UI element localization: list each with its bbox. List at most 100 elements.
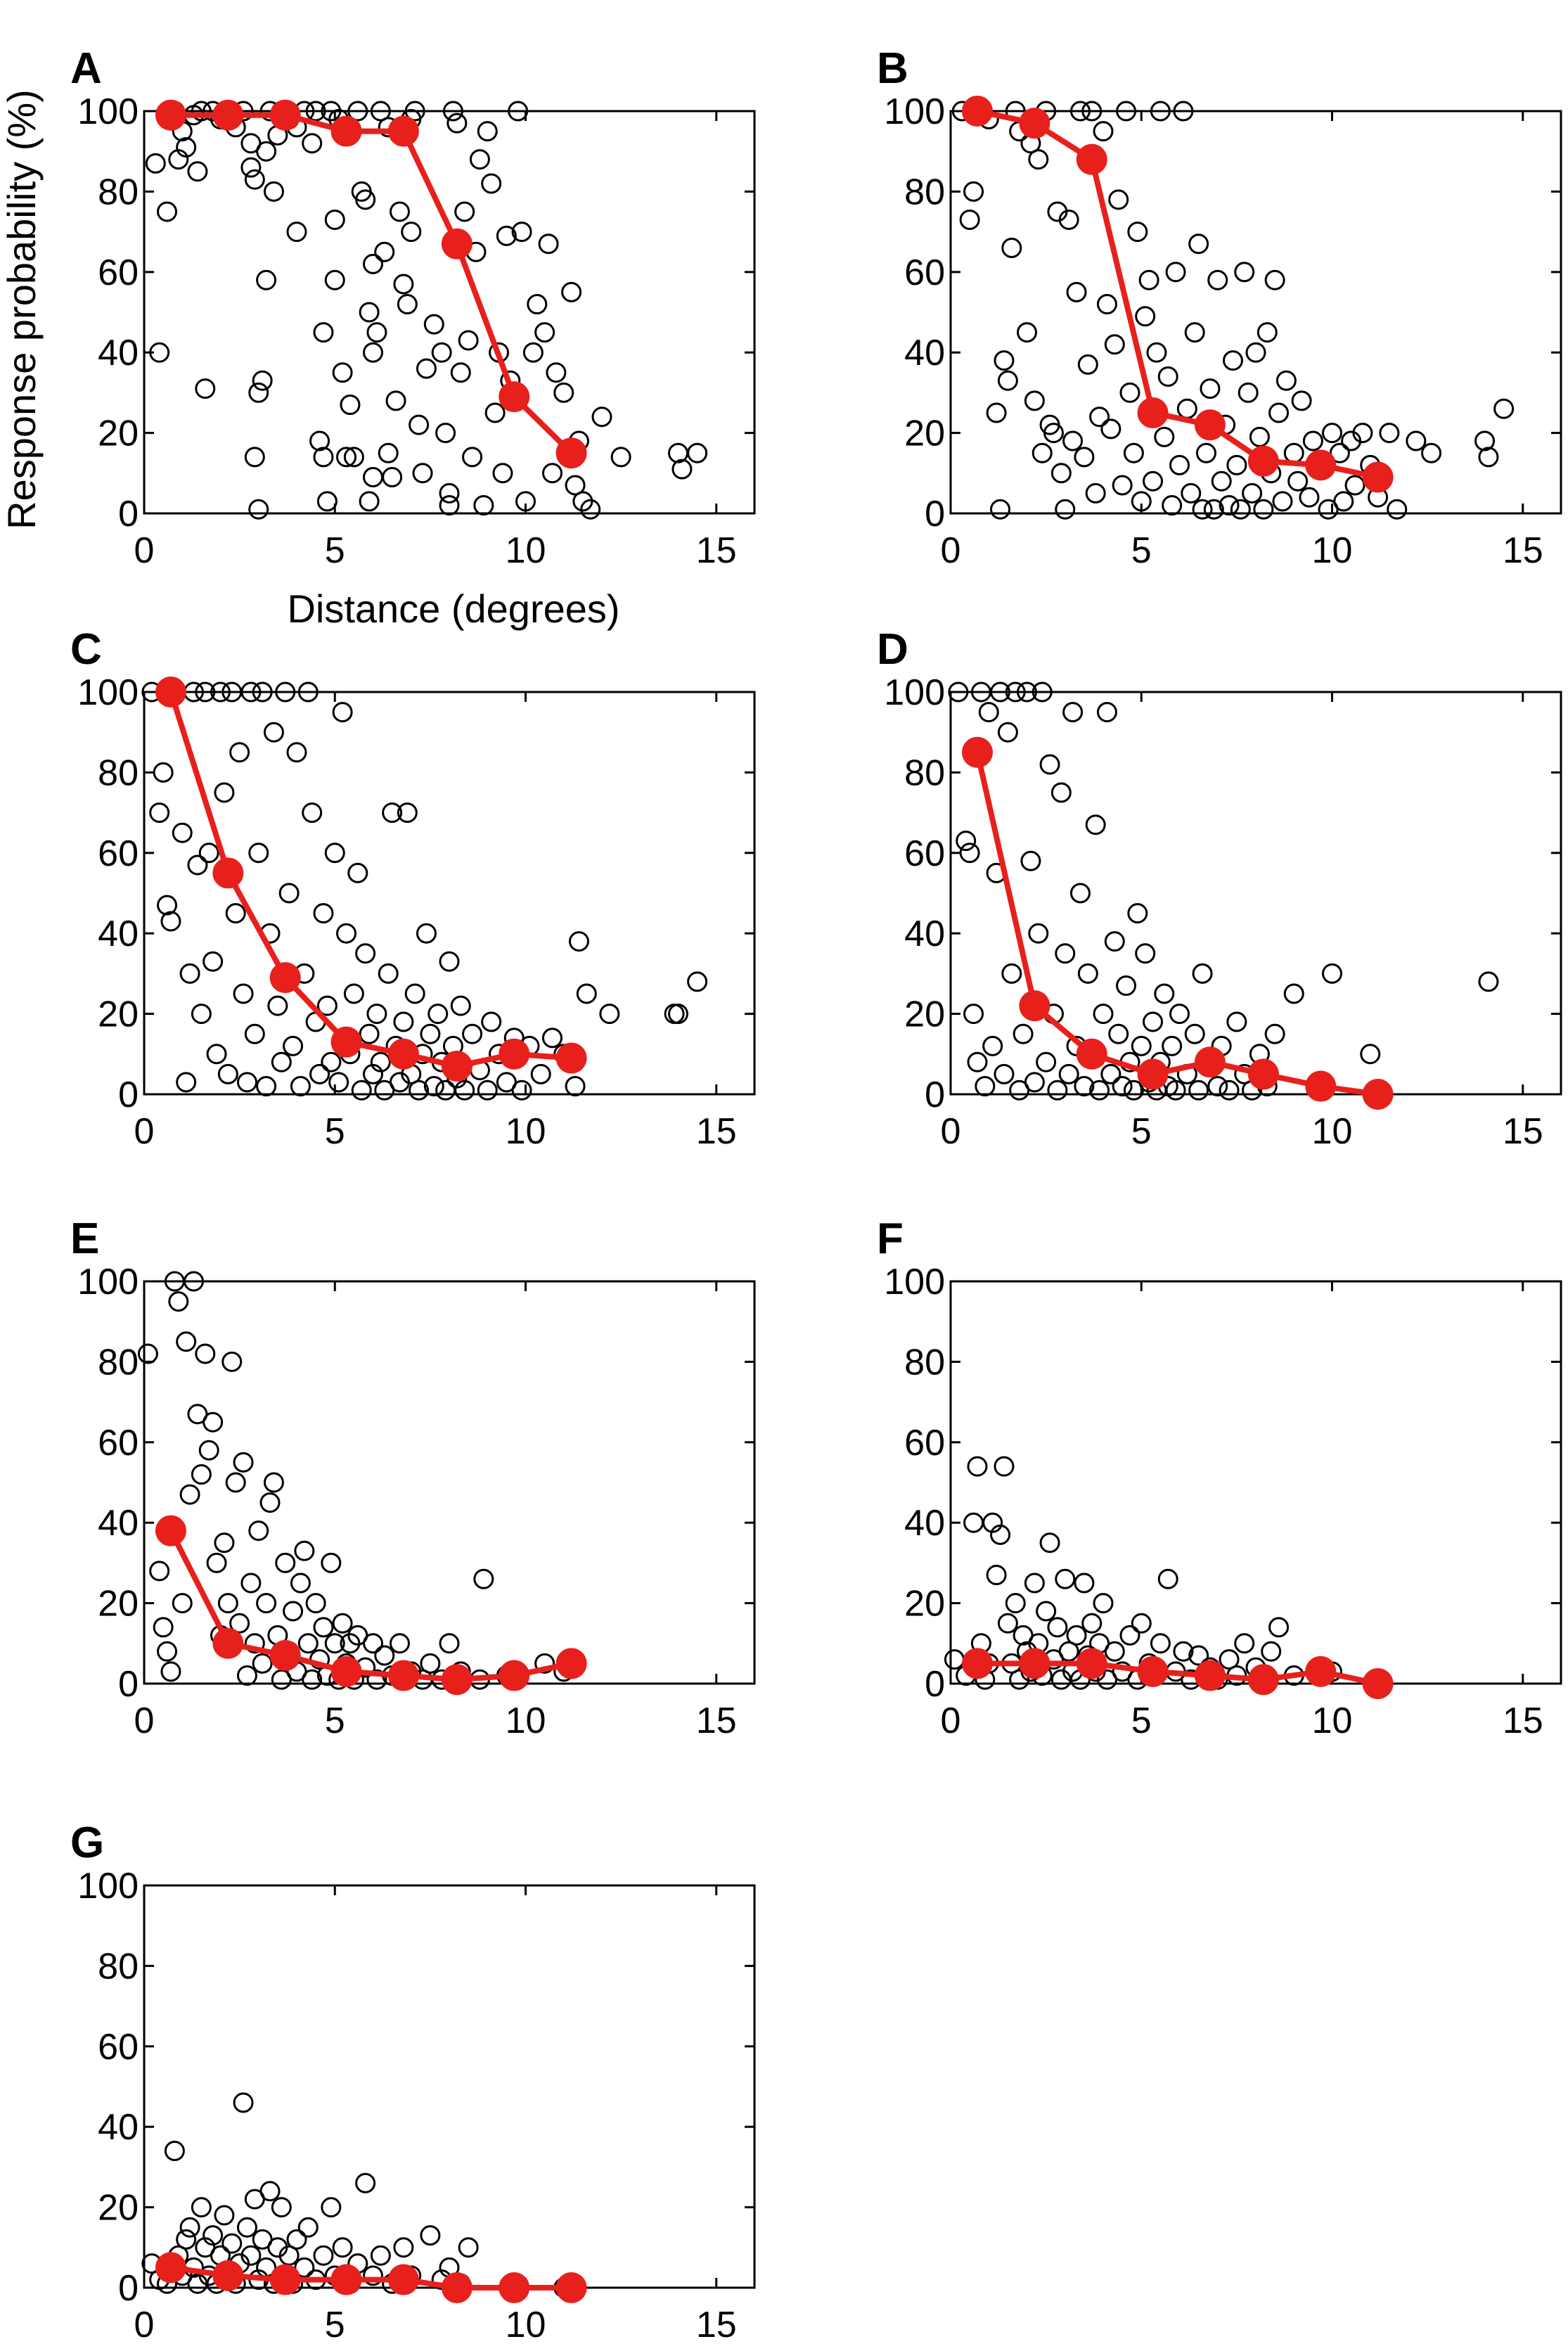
panel-c-mean-point bbox=[441, 1050, 473, 1082]
panel-e-data-point bbox=[439, 1633, 460, 1654]
panel-a-data-point bbox=[355, 189, 376, 210]
panel-b-data-point bbox=[1299, 487, 1320, 508]
panel-a-data-point bbox=[256, 141, 277, 162]
panel-a-mean-point bbox=[555, 437, 587, 469]
panel-g-data-point bbox=[321, 2197, 342, 2218]
panel-c-ytick-label: 0 bbox=[118, 1075, 139, 1115]
panel-e-mean-point bbox=[330, 1655, 362, 1687]
panel-g-data-point bbox=[286, 2229, 307, 2250]
panel-e-data-point bbox=[283, 1601, 304, 1622]
panel-b-data-point bbox=[1242, 482, 1263, 504]
panel-a-mean-point bbox=[330, 115, 362, 147]
panel-e-xtick-label: 10 bbox=[506, 1700, 546, 1741]
panel-f-data-point bbox=[994, 1456, 1015, 1477]
panel-e-ytick-label: 0 bbox=[118, 1664, 139, 1705]
panel-c-data-point bbox=[568, 931, 589, 952]
panel-g-ytick-label: 80 bbox=[98, 1946, 139, 1987]
panel-d-mean-point bbox=[1247, 1058, 1279, 1090]
panel-c-data-point bbox=[233, 983, 254, 1004]
panel-d-scatter-points bbox=[948, 681, 1499, 1101]
figure-y-axis-label: Response probability (%) bbox=[0, 89, 44, 530]
panel-g-ytick-label: 40 bbox=[98, 2107, 139, 2148]
panel-d-data-point bbox=[956, 831, 977, 852]
panel-d-xtick-label: 15 bbox=[1503, 1111, 1543, 1152]
panel-g-mean-point bbox=[387, 2264, 419, 2295]
panel-c-data-point bbox=[176, 1072, 197, 1093]
panel-a-data-point bbox=[340, 395, 361, 416]
panel-d-ytick-label: 60 bbox=[904, 833, 945, 874]
panel-b-data-point bbox=[1032, 442, 1053, 463]
panel-g-data-point bbox=[240, 2245, 262, 2266]
panel-a-data-point bbox=[412, 463, 433, 484]
panel-c-scatter-points bbox=[141, 681, 708, 1101]
panel-f-xtick-label: 15 bbox=[1503, 1700, 1543, 1741]
panel-a-data-point bbox=[305, 101, 326, 122]
panel-c-data-point bbox=[382, 802, 403, 824]
panel-f-data-point bbox=[967, 1456, 988, 1477]
panel-a-data-point bbox=[149, 342, 170, 363]
panel-f-data-point bbox=[1219, 1649, 1240, 1670]
panel-d-data-point bbox=[959, 843, 980, 864]
panel-a-data-point bbox=[534, 322, 555, 343]
panel-a-data-point bbox=[439, 495, 460, 516]
panel-d-data-point bbox=[1322, 963, 1342, 984]
panel-e-data-point bbox=[263, 1472, 284, 1493]
panel-d-data-point bbox=[1039, 754, 1060, 775]
panel-f-mean-point bbox=[961, 1648, 993, 1679]
panel-c-data-point bbox=[195, 681, 216, 703]
panel-a-data-point bbox=[435, 423, 456, 444]
panel-g-data-point bbox=[370, 2245, 391, 2266]
panel-e-data-point bbox=[137, 1343, 158, 1364]
panel-a-data-point bbox=[538, 233, 559, 255]
panel-b-data-point bbox=[1069, 101, 1091, 122]
panel-g-xtick-label: 15 bbox=[696, 2305, 737, 2345]
panel-e-data-point bbox=[195, 1343, 216, 1364]
panel-a-data-point bbox=[313, 447, 334, 468]
panel-b-data-point bbox=[1207, 269, 1228, 290]
panel-a-data-point bbox=[473, 495, 494, 516]
panel-a-data-point bbox=[302, 133, 323, 154]
panel-c-data-point bbox=[351, 1080, 372, 1101]
panel-d-mean-point bbox=[1076, 1038, 1107, 1070]
panel-b-data-point bbox=[1093, 121, 1114, 142]
panel-b-data-point bbox=[1173, 101, 1194, 122]
panel-b-data-point bbox=[963, 181, 984, 202]
panel-b-data-point bbox=[1226, 454, 1247, 475]
panel-f-data-point bbox=[1005, 1593, 1026, 1614]
panel-d-data-point bbox=[1020, 850, 1041, 871]
panel-c-data-point bbox=[462, 1023, 483, 1044]
panel-f-data-point bbox=[1066, 1625, 1087, 1646]
panel-d-data-point bbox=[1207, 1076, 1228, 1097]
panel-f-scatter-points bbox=[944, 1456, 1342, 1690]
panel-c-data-point bbox=[511, 1080, 532, 1101]
panel-e-xtick-label: 15 bbox=[696, 1700, 737, 1741]
panel-g-data-point bbox=[176, 2229, 197, 2250]
panel-b-data-point bbox=[1131, 491, 1152, 512]
panel-g-label: G bbox=[70, 1819, 104, 1867]
panel-c-data-point bbox=[203, 951, 224, 972]
panel-b-data-point bbox=[1154, 426, 1175, 447]
panel-d-mean-point bbox=[1019, 990, 1050, 1022]
panel-a-data-point bbox=[439, 482, 460, 504]
panel-c-data-point bbox=[206, 1044, 227, 1065]
panel-b-data-point bbox=[1150, 101, 1171, 122]
panel-b-data-point bbox=[986, 402, 1007, 423]
panel-d-data-point bbox=[1001, 963, 1022, 984]
panel-g-mean-point bbox=[499, 2272, 530, 2303]
panel-a-data-point bbox=[561, 281, 582, 302]
panel-b-data-point bbox=[1352, 423, 1373, 444]
panel-b-mean-point bbox=[1362, 461, 1394, 493]
panel-c-data-point bbox=[214, 782, 235, 803]
panel-b-data-point bbox=[1478, 447, 1499, 468]
panel-e-data-point bbox=[149, 1561, 170, 1582]
panel-d-data-point bbox=[994, 1063, 1015, 1084]
panel-f-mean-point bbox=[1305, 1655, 1337, 1687]
panel-c-data-point bbox=[416, 923, 437, 944]
panel-e-data-point bbox=[290, 1572, 311, 1594]
panel-c-data-point bbox=[393, 1011, 414, 1032]
panel-d-data-point bbox=[1100, 1063, 1122, 1084]
panel-b-mean-point bbox=[1305, 449, 1337, 481]
panel-a-data-point bbox=[469, 149, 490, 170]
panel-c-data-point bbox=[450, 995, 471, 1016]
figure-x-axis-label: Distance (degrees) bbox=[287, 587, 619, 631]
